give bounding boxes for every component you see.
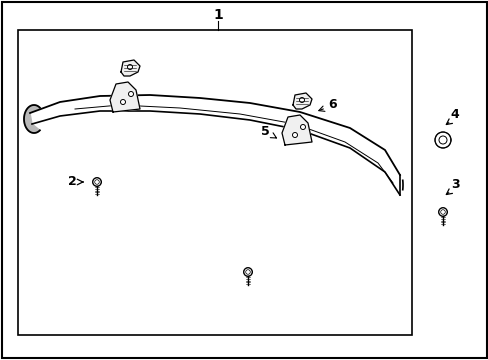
Text: 5: 5 <box>260 126 269 139</box>
Circle shape <box>292 132 297 138</box>
Circle shape <box>127 64 132 69</box>
Polygon shape <box>292 93 311 109</box>
Bar <box>18 30 411 335</box>
Circle shape <box>434 132 450 148</box>
Polygon shape <box>282 115 311 145</box>
Circle shape <box>95 180 99 184</box>
Circle shape <box>128 91 133 96</box>
Polygon shape <box>121 60 140 76</box>
Circle shape <box>440 210 445 214</box>
Polygon shape <box>110 82 140 112</box>
Circle shape <box>243 268 252 276</box>
Circle shape <box>438 136 446 144</box>
Polygon shape <box>24 105 40 133</box>
Circle shape <box>300 125 305 130</box>
Circle shape <box>299 98 304 103</box>
Text: 3: 3 <box>450 179 458 192</box>
Text: 1: 1 <box>213 8 223 22</box>
Circle shape <box>120 99 125 104</box>
Circle shape <box>93 178 101 186</box>
Text: 6: 6 <box>328 98 337 111</box>
Circle shape <box>245 270 250 274</box>
Circle shape <box>438 208 447 216</box>
Text: 2: 2 <box>67 175 76 189</box>
Text: 4: 4 <box>450 108 458 121</box>
